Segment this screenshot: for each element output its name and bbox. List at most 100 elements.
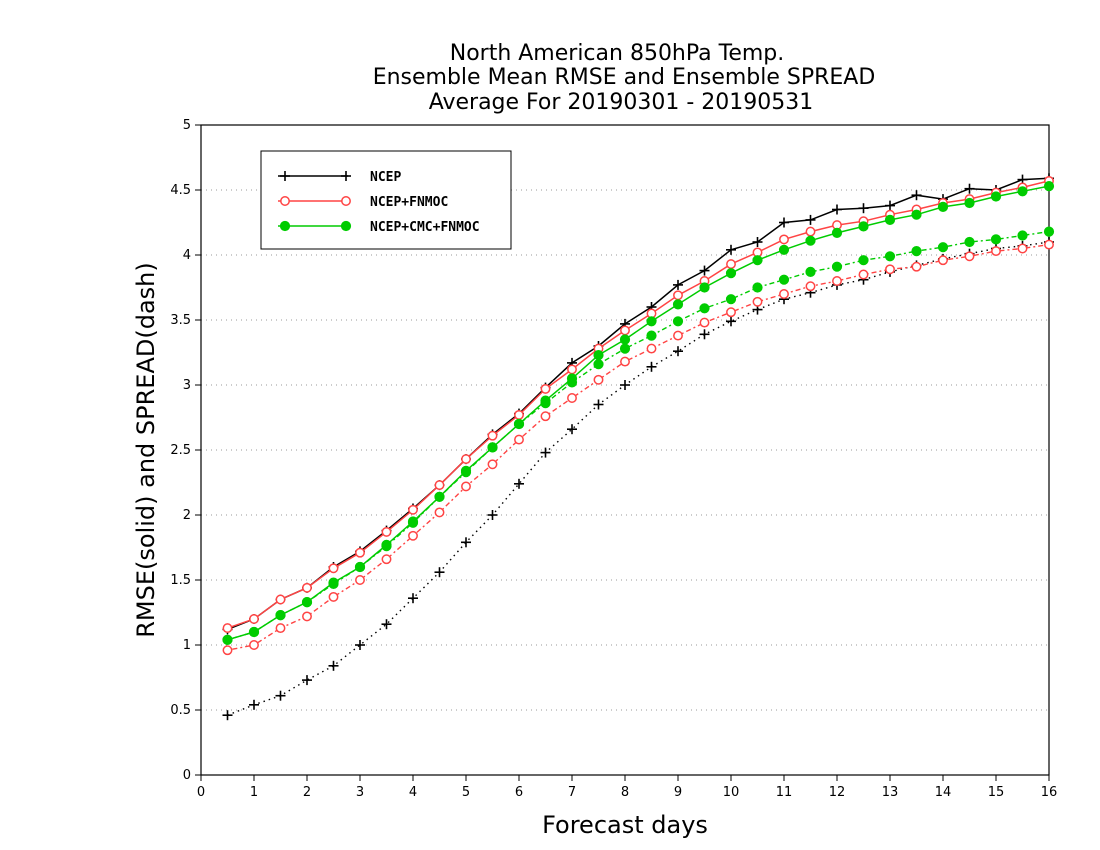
legend-label: NCEP+CMC+FNMOC xyxy=(370,220,480,235)
rmse-point xyxy=(805,226,816,237)
spread-point xyxy=(1017,243,1028,254)
spread-point xyxy=(567,424,577,435)
rmse-point xyxy=(726,244,736,255)
rmse-point xyxy=(222,634,233,645)
spread-point xyxy=(805,281,816,292)
rmse-point xyxy=(620,325,630,336)
rmse-point xyxy=(831,227,843,238)
spread-point xyxy=(514,478,524,489)
spread-point xyxy=(911,261,922,272)
x-tick-label: 5 xyxy=(462,785,470,800)
rmse-point xyxy=(540,383,551,394)
spread-point xyxy=(858,255,869,266)
rmse-point xyxy=(699,265,710,276)
spread-point xyxy=(275,623,286,634)
x-tick-label: 1 xyxy=(250,785,258,800)
spread-point xyxy=(567,393,577,403)
rmse-point xyxy=(540,395,551,406)
spread-point xyxy=(461,481,471,492)
spread-point xyxy=(461,537,471,548)
spread-point xyxy=(434,507,445,518)
spread-point xyxy=(620,380,630,390)
title-line-1: North American 850hPa Temp. xyxy=(450,41,785,66)
rmse-point xyxy=(302,582,312,593)
spread-point xyxy=(1043,226,1055,237)
spread-point xyxy=(355,575,365,585)
rmse-point xyxy=(434,480,445,491)
rmse-point xyxy=(725,268,737,279)
spread-point xyxy=(381,619,392,630)
rmse-point xyxy=(461,454,471,465)
x-tick-label: 7 xyxy=(568,785,576,800)
spread-point xyxy=(778,274,790,285)
legend-marker xyxy=(341,196,351,206)
x-tick-label: 11 xyxy=(776,785,793,800)
spread-point xyxy=(646,330,657,341)
rmse-point xyxy=(328,577,339,588)
spread-point xyxy=(593,399,604,410)
spread-point xyxy=(646,361,657,372)
spread-point xyxy=(249,699,259,710)
y-tick-label: 3 xyxy=(183,378,191,393)
spread-point xyxy=(487,510,498,520)
y-tick-label: 1 xyxy=(183,638,191,653)
rmse-point xyxy=(672,299,684,310)
spread-point xyxy=(726,307,736,318)
rmse-point xyxy=(354,561,366,573)
spread-point xyxy=(937,242,949,253)
spread-point xyxy=(593,374,604,385)
rmse-point xyxy=(673,279,683,290)
spread-point xyxy=(514,434,524,445)
legend-marker xyxy=(279,220,291,232)
spread-point xyxy=(938,255,948,266)
legend-marker xyxy=(340,220,352,232)
spread-point xyxy=(620,356,630,367)
x-tick-label: 3 xyxy=(356,785,364,800)
rmse-point xyxy=(487,430,498,441)
spread-point xyxy=(434,567,445,578)
spread-point xyxy=(222,710,233,721)
rmse-point xyxy=(911,190,922,201)
x-tick-label: 14 xyxy=(935,785,952,800)
rmse-point xyxy=(805,235,816,246)
x-tick-label: 9 xyxy=(674,785,682,800)
x-tick-label: 4 xyxy=(409,785,417,800)
rmse-point xyxy=(937,201,949,212)
spread-point xyxy=(408,593,418,604)
rmse-line-ncep-cmc-fnmoc xyxy=(227,185,1050,641)
spread-point xyxy=(726,316,736,327)
spread-point xyxy=(779,289,789,299)
spread-point xyxy=(911,246,922,257)
legend-label: NCEP xyxy=(370,170,401,185)
rmse-point xyxy=(884,214,896,225)
spread-point xyxy=(408,530,418,541)
y-tick-label: 1.5 xyxy=(170,573,191,588)
x-tick-label: 13 xyxy=(882,785,899,800)
spread-point xyxy=(593,359,604,370)
spread-point xyxy=(381,554,392,565)
spread-point xyxy=(540,447,551,458)
rmse-point xyxy=(964,183,975,194)
rmse-point xyxy=(487,442,498,453)
spread-point xyxy=(1044,239,1054,250)
spread-point xyxy=(487,459,498,470)
y-tick-label: 4 xyxy=(183,248,191,263)
rmse-point xyxy=(328,563,339,574)
rmse-point xyxy=(699,282,710,293)
spread-point xyxy=(672,316,684,327)
rmse-point xyxy=(885,200,895,211)
x-tick-label: 15 xyxy=(988,785,1005,800)
legend-box xyxy=(260,150,512,250)
spread-point xyxy=(752,296,763,307)
rmse-point xyxy=(275,610,286,621)
legend-label: NCEP+FNMOC xyxy=(370,195,448,210)
legend-marker xyxy=(280,196,290,206)
axes: 00.511.522.533.544.550 1 2 3 4 5 6 7 8 9 10 11 12 13 1… xyxy=(170,118,1057,800)
rmse-point xyxy=(779,217,789,228)
rmse-point xyxy=(778,244,790,255)
y-axis-title: RMSE(solid) and SPREAD(dash) xyxy=(132,262,160,638)
spread-point xyxy=(725,294,737,305)
rmse-point xyxy=(249,614,259,624)
rmse-point xyxy=(726,259,736,270)
spread-point xyxy=(355,640,365,650)
